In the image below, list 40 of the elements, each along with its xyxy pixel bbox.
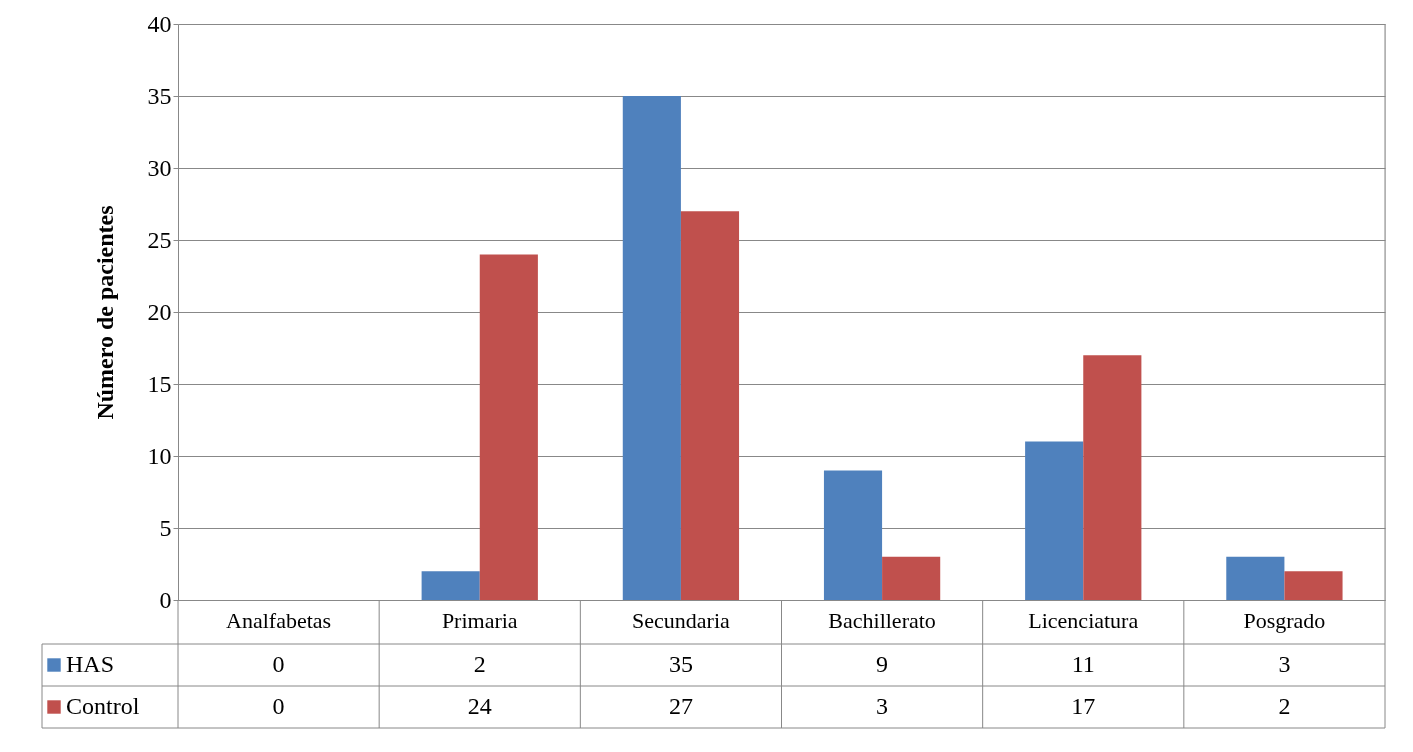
data-label: 2 [473, 651, 486, 677]
data-label: 11 [1071, 651, 1095, 677]
data-label: 0 [272, 693, 285, 719]
bar [1226, 556, 1285, 600]
bar [1025, 441, 1084, 600]
x-tick-label: Posgrado [1243, 607, 1326, 633]
y-tick-label: 10 [147, 442, 172, 469]
y-tick-label: 20 [147, 298, 172, 325]
data-label: 35 [668, 651, 693, 677]
x-tick-label: Analfabetas [226, 607, 332, 633]
data-label: 3 [876, 693, 889, 719]
x-tick-label: Bachillerato [828, 607, 936, 633]
data-label: 0 [272, 651, 285, 677]
x-tick-label: Primaria [441, 607, 518, 633]
y-tick-label: 35 [147, 82, 172, 109]
x-tick-label: Licenciatura [1028, 607, 1139, 633]
data-label: 17 [1071, 693, 1096, 719]
data-label: 9 [876, 651, 889, 677]
data-label: 2 [1278, 693, 1291, 719]
y-tick-label: 5 [159, 514, 172, 541]
y-tick-label: 25 [147, 226, 172, 253]
bar [1284, 571, 1343, 600]
y-tick-label: 15 [147, 370, 172, 397]
data-label: 27 [668, 693, 693, 719]
x-tick-label: Secundaria [632, 607, 731, 633]
data-label: 3 [1278, 651, 1291, 677]
y-axis-title: Número de pacientes [91, 205, 118, 420]
bar [680, 211, 740, 600]
bar [1083, 355, 1142, 600]
legend-label: Control [66, 693, 140, 719]
bar [622, 96, 681, 600]
bar [479, 254, 538, 600]
y-tick-label: 30 [147, 154, 172, 181]
y-tick-label: 40 [147, 10, 172, 37]
y-tick-label: 0 [159, 586, 172, 613]
data-label: 24 [467, 693, 492, 719]
legend-label: HAS [66, 651, 115, 677]
bar [823, 470, 883, 600]
bar [421, 571, 480, 600]
bar [882, 556, 941, 600]
